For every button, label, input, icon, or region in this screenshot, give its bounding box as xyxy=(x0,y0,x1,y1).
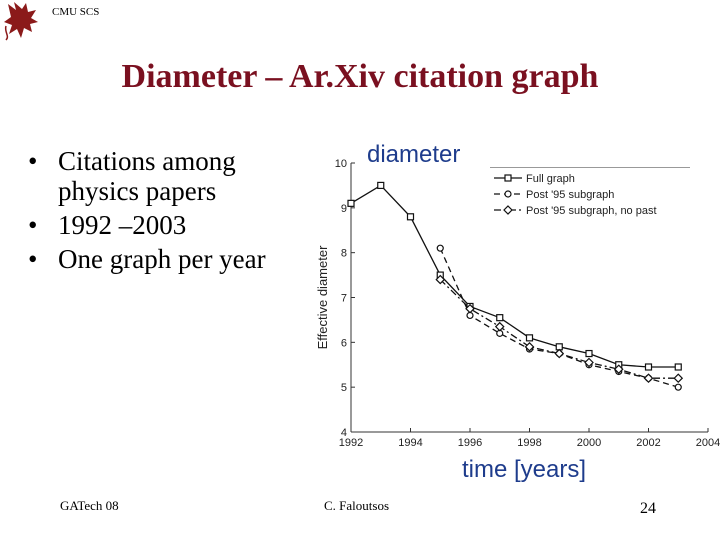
bullet-item: • Citations among physics papers xyxy=(28,146,298,206)
footer-venue: GATech 08 xyxy=(60,498,119,513)
diameter-line-chart: 1992 1994 1996 1998 2000 2002 2004 4 5 6 7 8 9 10 Effe… xyxy=(315,158,720,449)
x-tick-label: 2004 xyxy=(696,437,720,449)
bullet-text: One graph per year xyxy=(58,244,266,274)
bullet-item: • One graph per year xyxy=(28,244,298,274)
bullet-text: 1992 –2003 xyxy=(58,210,187,240)
data-point xyxy=(525,334,534,342)
x-tick-label: 1992 xyxy=(339,437,363,449)
data-point xyxy=(524,341,535,352)
griffin-icon xyxy=(4,2,38,41)
x-tick-label: 1996 xyxy=(458,437,482,449)
x-tick-label: 2000 xyxy=(577,437,601,449)
series-line xyxy=(439,279,679,379)
bullet-text: Citations among physics papers xyxy=(58,146,236,206)
data-point xyxy=(496,314,504,322)
legend-label: Post '95 subgraph xyxy=(526,189,614,201)
data-point xyxy=(674,383,682,391)
bullet-marker: • xyxy=(28,210,38,240)
footer-author: C. Faloutsos xyxy=(324,498,390,513)
y-tick-label: 4 xyxy=(341,427,347,439)
legend-label: Post '95 subgraph, no past xyxy=(526,205,657,217)
y-tick-label: 6 xyxy=(341,337,347,349)
x-tick-label: 2002 xyxy=(636,437,660,449)
y-tick-label: 7 xyxy=(341,293,347,305)
y-tick-label: 10 xyxy=(335,158,347,170)
legend: Full graph Post '95 subgraph Post '95 subg… xyxy=(490,167,690,220)
data-point xyxy=(613,364,624,375)
bullet-list: • Citations among physics papers • 1992 … xyxy=(28,146,298,278)
data-point xyxy=(644,363,653,371)
series-group xyxy=(435,274,684,384)
page-number: 24 xyxy=(640,500,656,517)
data-point xyxy=(347,199,355,207)
data-point xyxy=(377,181,385,190)
time-annotation: time [years] xyxy=(462,456,587,483)
diameter-annotation: diameter xyxy=(367,141,461,168)
data-point xyxy=(643,373,654,384)
data-point xyxy=(435,274,446,285)
data-point xyxy=(465,303,475,314)
data-point xyxy=(554,348,565,359)
x-tick-label: 1998 xyxy=(517,437,541,449)
x-tick-label: 1994 xyxy=(398,437,422,449)
header-label: CMU SCS xyxy=(52,6,100,18)
slide-title: Diameter – Ar.Xiv citation graph xyxy=(121,58,599,95)
series-group xyxy=(347,181,682,371)
series-group xyxy=(436,244,682,391)
data-point xyxy=(504,190,512,198)
bullet-item: • 1992 –2003 xyxy=(28,210,298,240)
series-line xyxy=(350,184,679,368)
y-tick-label: 9 xyxy=(341,203,347,215)
bullet-marker: • xyxy=(28,146,38,176)
legend-box xyxy=(490,168,690,220)
y-axis-label: Effective diameter xyxy=(315,245,330,349)
data-point xyxy=(674,363,682,371)
y-tick-label: 8 xyxy=(341,248,347,260)
bullet-marker: • xyxy=(28,244,38,274)
y-tick-label: 5 xyxy=(341,382,347,394)
data-point xyxy=(406,213,415,221)
legend-label: Full graph xyxy=(526,173,575,185)
data-point xyxy=(673,373,684,384)
data-point xyxy=(503,205,513,215)
data-point xyxy=(494,321,505,332)
data-point xyxy=(585,349,593,358)
data-point xyxy=(584,357,594,368)
data-point xyxy=(504,174,512,182)
data-point xyxy=(436,244,444,252)
